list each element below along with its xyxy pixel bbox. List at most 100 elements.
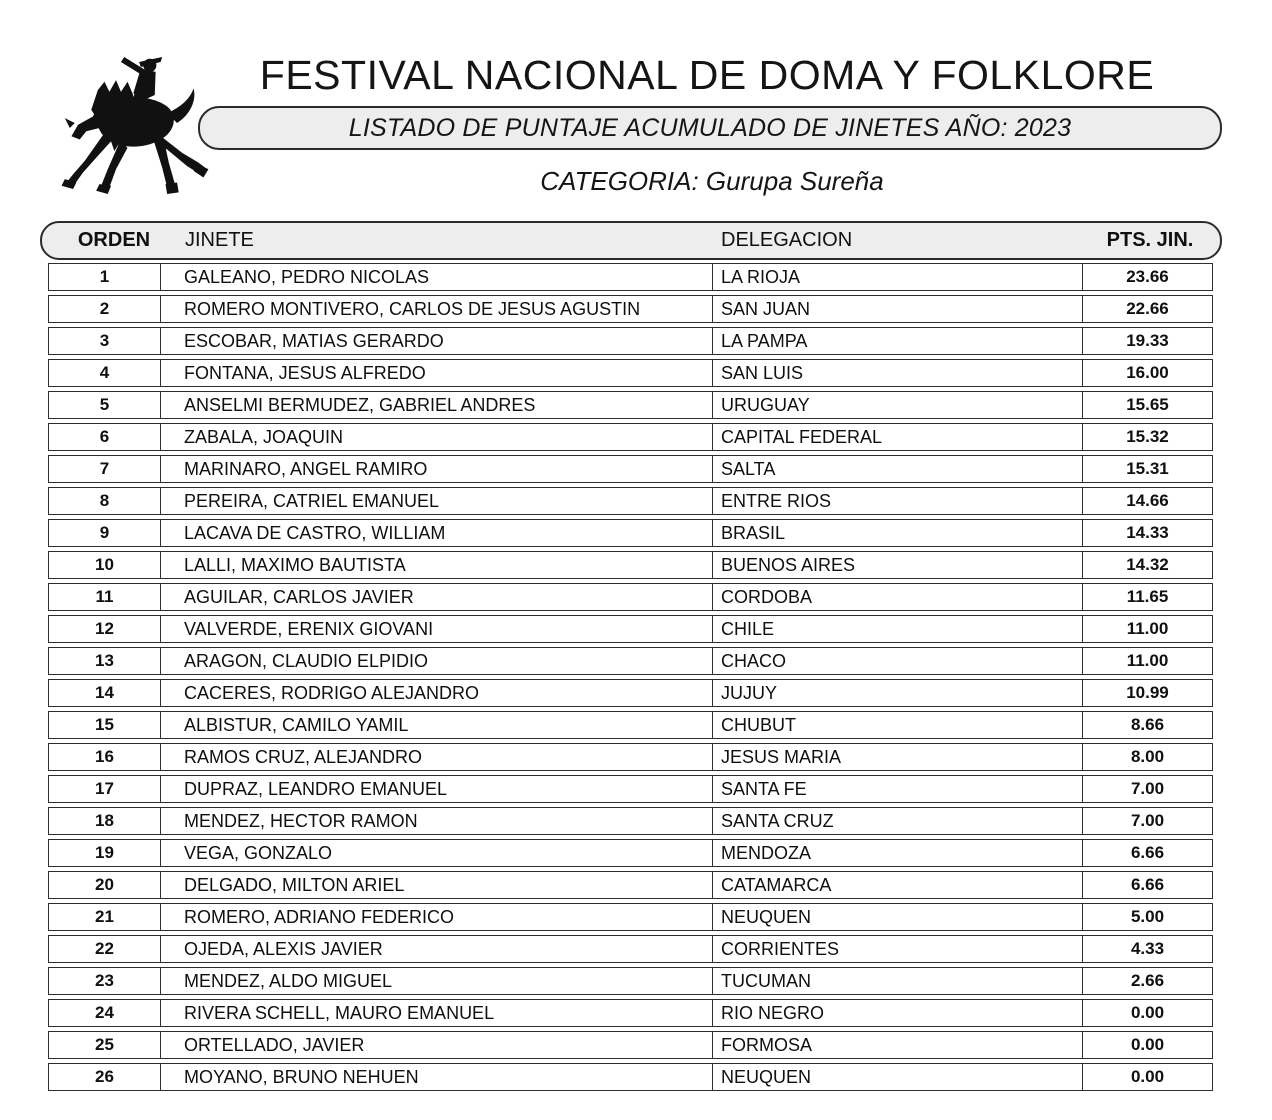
table-row: 24 RIVERA SCHELL, MAURO EMANUEL RIO NEGR… <box>48 999 1213 1027</box>
cell-delegacion: CORRIENTES <box>713 936 1083 962</box>
table-row: 11 AGUILAR, CARLOS JAVIER CORDOBA 11.65 <box>48 583 1213 611</box>
cell-delegacion: NEUQUEN <box>713 1064 1083 1090</box>
cell-pts: 4.33 <box>1130 939 1165 958</box>
table-row: 17 DUPRAZ, LEANDRO EMANUEL SANTA FE 7.00 <box>48 775 1213 803</box>
cell-jinete: VALVERDE, ERENIX GIOVANI <box>161 616 713 642</box>
cell-orden: 17 <box>49 776 161 802</box>
cell-pts: 15.31 <box>1126 459 1169 478</box>
cell-delegacion: LA PAMPA <box>713 328 1083 354</box>
cell-pts: 14.66 <box>1126 491 1169 510</box>
cell-jinete: GALEANO, PEDRO NICOLAS <box>161 264 713 290</box>
cell-jinete: MOYANO, BRUNO NEHUEN <box>161 1064 713 1090</box>
table-row: 20 DELGADO, MILTON ARIEL CATAMARCA 6.66 <box>48 871 1213 899</box>
subtitle-banner: LISTADO DE PUNTAJE ACUMULADO DE JINETES … <box>198 106 1222 150</box>
table-row: 5 ANSELMI BERMUDEZ, GABRIEL ANDRES URUGU… <box>48 391 1213 419</box>
cell-delegacion: NEUQUEN <box>713 904 1083 930</box>
cell-pts: 7.00 <box>1130 811 1165 830</box>
cell-jinete: MENDEZ, ALDO MIGUEL <box>161 968 713 994</box>
cell-jinete: ARAGON, CLAUDIO ELPIDIO <box>161 648 713 674</box>
table-row: 12 VALVERDE, ERENIX GIOVANI CHILE 11.00 <box>48 615 1213 643</box>
cell-pts: 14.33 <box>1126 523 1169 542</box>
cell-pts: 14.32 <box>1126 555 1169 574</box>
cell-pts: 0.00 <box>1130 1035 1165 1054</box>
table-row: 3 ESCOBAR, MATIAS GERARDO LA PAMPA 19.33 <box>48 327 1213 355</box>
table-row: 22 OJEDA, ALEXIS JAVIER CORRIENTES 4.33 <box>48 935 1213 963</box>
cell-orden: 1 <box>49 264 161 290</box>
bucking-horse-rider-logo <box>61 57 209 194</box>
cell-pts: 11.00 <box>1126 651 1169 670</box>
table-row: 10 LALLI, MAXIMO BAUTISTA BUENOS AIRES 1… <box>48 551 1213 579</box>
cell-pts: 2.66 <box>1130 971 1165 990</box>
cell-jinete: PEREIRA, CATRIEL EMANUEL <box>161 488 713 514</box>
cell-orden: 14 <box>49 680 161 706</box>
cell-orden: 23 <box>49 968 161 994</box>
cell-orden: 12 <box>49 616 161 642</box>
cell-jinete: MENDEZ, HECTOR RAMON <box>161 808 713 834</box>
cell-delegacion: JUJUY <box>713 680 1083 706</box>
cell-jinete: RAMOS CRUZ, ALEJANDRO <box>161 744 713 770</box>
column-header-pts-jin: PTS. JIN. <box>1106 229 1194 251</box>
table-row: 15 ALBISTUR, CAMILO YAMIL CHUBUT 8.66 <box>48 711 1213 739</box>
cell-delegacion: CHACO <box>713 648 1083 674</box>
cell-orden: 25 <box>49 1032 161 1058</box>
cell-orden: 2 <box>49 296 161 322</box>
table-row: 18 MENDEZ, HECTOR RAMON SANTA CRUZ 7.00 <box>48 807 1213 835</box>
cell-pts: 15.32 <box>1126 427 1169 446</box>
cell-delegacion: SALTA <box>713 456 1083 482</box>
table-row: 6 ZABALA, JOAQUIN CAPITAL FEDERAL 15.32 <box>48 423 1213 451</box>
cell-delegacion: CAPITAL FEDERAL <box>713 424 1083 450</box>
cell-jinete: ROMERO MONTIVERO, CARLOS DE JESUS AGUSTI… <box>161 296 713 322</box>
cell-jinete: ESCOBAR, MATIAS GERARDO <box>161 328 713 354</box>
cell-jinete: MARINARO, ANGEL RAMIRO <box>161 456 713 482</box>
column-header-delegacion: DELEGACION <box>721 229 853 251</box>
cell-orden: 16 <box>49 744 161 770</box>
cell-delegacion: MENDOZA <box>713 840 1083 866</box>
cell-delegacion: SANTA CRUZ <box>713 808 1083 834</box>
cell-pts: 0.00 <box>1130 1067 1165 1086</box>
cell-pts: 6.66 <box>1130 875 1165 894</box>
cell-pts: 15.65 <box>1126 395 1169 414</box>
cell-jinete: ZABALA, JOAQUIN <box>161 424 713 450</box>
cell-delegacion: TUCUMAN <box>713 968 1083 994</box>
table-row: 23 MENDEZ, ALDO MIGUEL TUCUMAN 2.66 <box>48 967 1213 995</box>
cell-jinete: ANSELMI BERMUDEZ, GABRIEL ANDRES <box>161 392 713 418</box>
cell-orden: 22 <box>49 936 161 962</box>
cell-orden: 13 <box>49 648 161 674</box>
cell-delegacion: SAN JUAN <box>713 296 1083 322</box>
cell-delegacion: JESUS MARIA <box>713 744 1083 770</box>
cell-jinete: DUPRAZ, LEANDRO EMANUEL <box>161 776 713 802</box>
cell-orden: 21 <box>49 904 161 930</box>
cell-jinete: ALBISTUR, CAMILO YAMIL <box>161 712 713 738</box>
table-row: 7 MARINARO, ANGEL RAMIRO SALTA 15.31 <box>48 455 1213 483</box>
cell-orden: 5 <box>49 392 161 418</box>
cell-delegacion: BUENOS AIRES <box>713 552 1083 578</box>
cell-delegacion: SANTA FE <box>713 776 1083 802</box>
cell-orden: 15 <box>49 712 161 738</box>
table-row: 2 ROMERO MONTIVERO, CARLOS DE JESUS AGUS… <box>48 295 1213 323</box>
cell-jinete: ROMERO, ADRIANO FEDERICO <box>161 904 713 930</box>
cell-delegacion: URUGUAY <box>713 392 1083 418</box>
table-row: 9 LACAVA DE CASTRO, WILLIAM BRASIL 14.33 <box>48 519 1213 547</box>
cell-orden: 7 <box>49 456 161 482</box>
cell-pts: 23.66 <box>1126 267 1169 286</box>
cell-delegacion: RIO NEGRO <box>713 1000 1083 1026</box>
cell-orden: 10 <box>49 552 161 578</box>
cell-jinete: ORTELLADO, JAVIER <box>161 1032 713 1058</box>
category-line: CATEGORIA: Gurupa Sureña <box>540 166 884 196</box>
cell-jinete: VEGA, GONZALO <box>161 840 713 866</box>
cell-pts: 8.66 <box>1130 715 1165 734</box>
table-row: 13 ARAGON, CLAUDIO ELPIDIO CHACO 11.00 <box>48 647 1213 675</box>
cell-pts: 19.33 <box>1126 331 1169 350</box>
cell-delegacion: SAN LUIS <box>713 360 1083 386</box>
cell-jinete: FONTANA, JESUS ALFREDO <box>161 360 713 386</box>
cell-pts: 16.00 <box>1126 363 1169 382</box>
cell-pts: 0.00 <box>1130 1003 1165 1022</box>
cell-pts: 11.65 <box>1126 587 1169 606</box>
cell-orden: 6 <box>49 424 161 450</box>
cell-orden: 8 <box>49 488 161 514</box>
cell-delegacion: CHILE <box>713 616 1083 642</box>
cell-orden: 19 <box>49 840 161 866</box>
table-row: 4 FONTANA, JESUS ALFREDO SAN LUIS 16.00 <box>48 359 1213 387</box>
cell-delegacion: CORDOBA <box>713 584 1083 610</box>
